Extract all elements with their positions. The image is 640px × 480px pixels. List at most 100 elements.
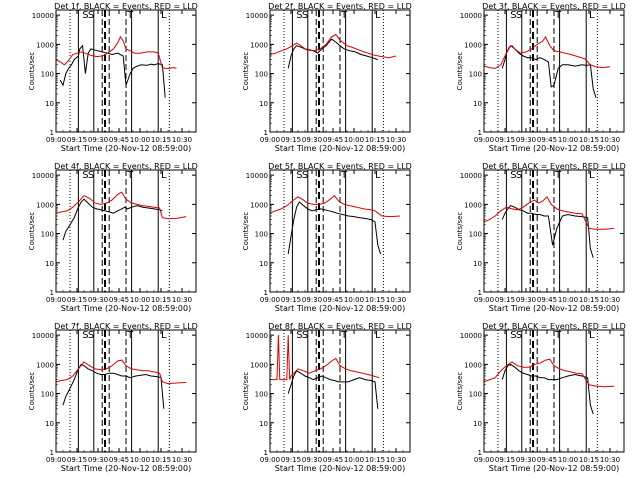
y-tick-label: 10000 <box>246 12 268 20</box>
annotation-l: L <box>589 170 595 181</box>
annotation-l: L <box>161 170 167 181</box>
x-tick-label: 10:30 <box>172 296 192 304</box>
x-tick-label: 09:00 <box>46 456 66 464</box>
x-tick-label: 10:00 <box>558 136 578 144</box>
x-tick-label: 09:00 <box>260 456 280 464</box>
x-tick-label: 10:30 <box>600 136 620 144</box>
annotation-l: L <box>375 10 381 21</box>
x-tick-label: 09:45 <box>323 136 343 144</box>
events-series-line <box>287 201 382 255</box>
annotation-l: L <box>161 10 167 21</box>
y-tick-label: 1 <box>264 449 268 457</box>
y-tick-label: 10 <box>45 420 54 428</box>
time-markers <box>69 330 170 452</box>
y-tick-label: 10000 <box>32 332 54 340</box>
events-series-line <box>501 205 594 258</box>
y-tick-label: 100 <box>41 391 54 399</box>
x-tick-label: 09:30 <box>88 296 108 304</box>
x-tick-label: 09:45 <box>537 136 557 144</box>
annotation-s: S <box>82 10 88 21</box>
x-axis-label: Start Time (20-Nov-12 08:59:00) <box>489 304 619 313</box>
y-tick-label: 1 <box>478 449 482 457</box>
x-tick-label: 09:00 <box>46 296 66 304</box>
x-tick-label: 10:30 <box>600 456 620 464</box>
x-tick-label: 09:00 <box>474 296 494 304</box>
x-tick-label: 09:15 <box>281 456 301 464</box>
y-tick-label: 1000 <box>250 41 268 49</box>
panel-title: Det 9f, BLACK = Events, RED = LLD <box>482 322 626 331</box>
y-axis-label: Counts/sec <box>28 52 36 91</box>
annotation-t: T <box>554 10 562 21</box>
x-tick-label: 09:15 <box>67 136 87 144</box>
x-axis-label: Start Time (20-Nov-12 08:59:00) <box>61 464 191 473</box>
time-markers <box>497 330 598 452</box>
x-tick-label: 10:15 <box>365 136 385 144</box>
y-tick-label: 1000 <box>464 201 482 209</box>
annotation-l: L <box>589 330 595 341</box>
annotation-s: S <box>88 10 94 21</box>
lld-series-line <box>270 335 380 381</box>
annotation-l: L <box>589 10 595 21</box>
y-tick-label: 10000 <box>246 172 268 180</box>
x-tick-label: 10:00 <box>130 456 150 464</box>
annotation-t: T <box>340 10 348 21</box>
y-tick-label: 10 <box>473 420 482 428</box>
annotation-t: T <box>340 170 348 181</box>
x-tick-label: 09:15 <box>281 136 301 144</box>
panel-title: Det 2f, BLACK = Events, RED = LLD <box>268 2 412 11</box>
x-tick-label: 09:15 <box>495 296 515 304</box>
x-axis-label: Start Time (20-Nov-12 08:59:00) <box>275 464 405 473</box>
x-tick-label: 10:00 <box>130 296 150 304</box>
time-markers <box>283 330 384 452</box>
annotation-l: L <box>375 330 381 341</box>
annotation-s: S <box>302 10 308 21</box>
x-tick-label: 10:30 <box>386 456 406 464</box>
x-tick-label: 09:30 <box>88 456 108 464</box>
y-tick-label: 10 <box>259 100 268 108</box>
panel-title: Det 8f, BLACK = Events, RED = LLD <box>268 322 412 331</box>
y-tick-label: 1000 <box>250 201 268 209</box>
lld-series-line <box>55 359 187 385</box>
x-tick-label: 10:15 <box>579 296 599 304</box>
annotation-l: L <box>375 170 381 181</box>
events-series-line <box>501 45 597 98</box>
annotation-s: S <box>296 170 302 181</box>
x-tick-label: 10:15 <box>365 296 385 304</box>
x-axis-label: Start Time (20-Nov-12 08:59:00) <box>275 304 405 313</box>
x-axis-label: Start Time (20-Nov-12 08:59:00) <box>275 144 405 153</box>
x-tick-label: 10:00 <box>130 136 150 144</box>
x-tick-label: 09:30 <box>302 456 322 464</box>
y-tick-label: 1000 <box>464 41 482 49</box>
x-axis-label: Start Time (20-Nov-12 08:59:00) <box>61 304 191 313</box>
events-series-line <box>59 44 166 98</box>
time-markers <box>497 10 598 132</box>
y-tick-label: 1000 <box>36 361 54 369</box>
y-tick-label: 1 <box>50 289 54 297</box>
y-tick-label: 10 <box>45 260 54 268</box>
lld-series-line <box>55 35 177 69</box>
x-tick-label: 10:15 <box>365 456 385 464</box>
y-tick-label: 1000 <box>464 361 482 369</box>
y-tick-label: 10000 <box>32 172 54 180</box>
annotation-s: S <box>510 330 516 341</box>
annotation-s: S <box>88 330 94 341</box>
x-tick-label: 10:15 <box>151 296 171 304</box>
annotation-s: S <box>510 170 516 181</box>
y-axis-label: Counts/sec <box>456 212 464 251</box>
annotation-s: S <box>510 10 516 21</box>
y-tick-label: 100 <box>255 71 268 79</box>
x-tick-label: 09:15 <box>67 456 87 464</box>
y-tick-label: 100 <box>255 231 268 239</box>
y-axis-label: Counts/sec <box>456 372 464 411</box>
x-tick-label: 09:30 <box>516 456 536 464</box>
x-tick-label: 09:45 <box>109 456 129 464</box>
y-tick-label: 1 <box>264 289 268 297</box>
x-tick-label: 09:45 <box>537 296 557 304</box>
y-tick-label: 100 <box>469 231 482 239</box>
